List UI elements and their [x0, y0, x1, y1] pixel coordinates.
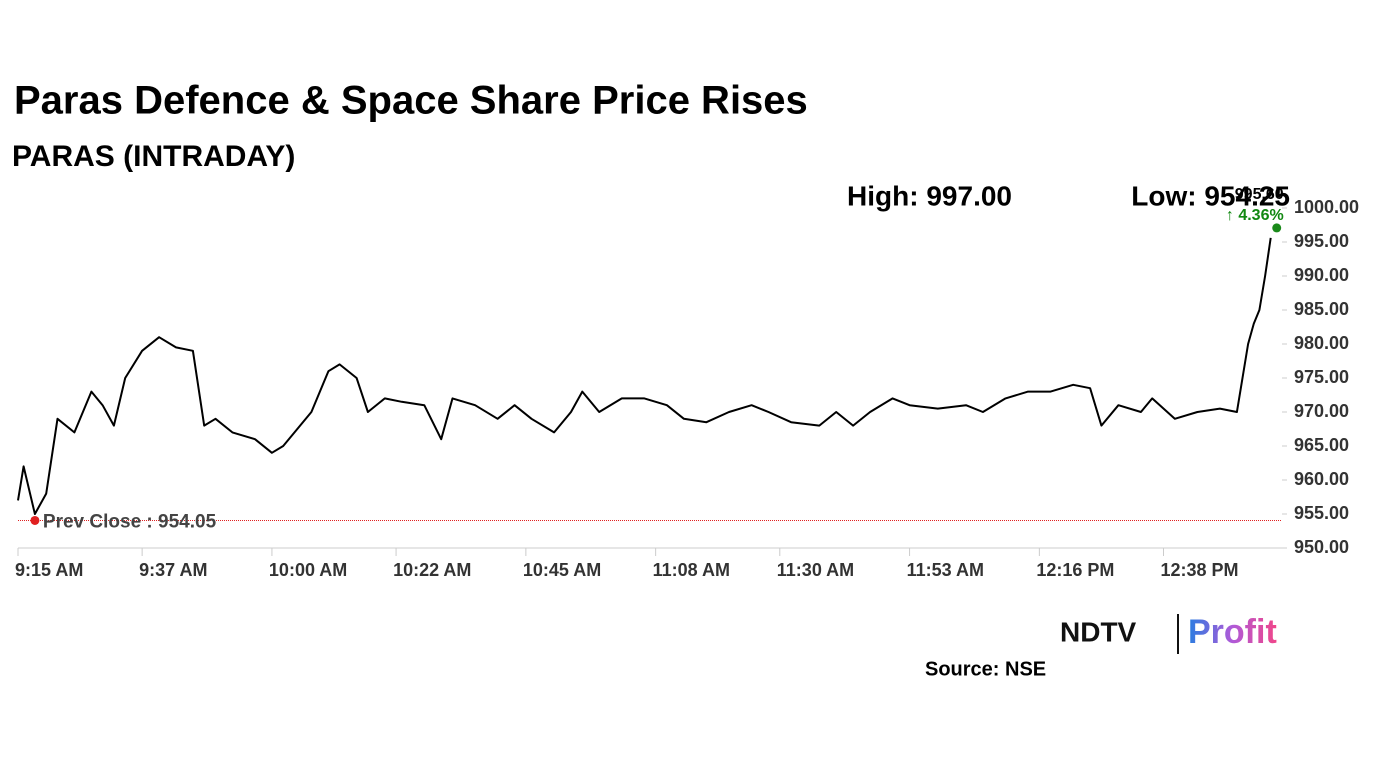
y-tick-label: 990.00	[1294, 265, 1349, 285]
source: Source: NSE	[925, 658, 1046, 680]
low-stat: Low: 954.25	[1131, 180, 1290, 211]
y-tick-label: 995.00	[1294, 231, 1349, 251]
prev-close-label: Prev Close : 954.05	[43, 511, 217, 532]
x-tick-label: 9:37 AM	[139, 560, 207, 580]
x-tick-label: 11:30 AM	[777, 560, 854, 580]
y-tick-label: 975.00	[1294, 367, 1349, 387]
price-line	[17, 237, 1272, 515]
high-stat: High: 997.00	[847, 180, 1012, 211]
y-tick-label: 965.00	[1294, 435, 1349, 455]
y-tick-label: 970.00	[1294, 401, 1349, 421]
x-tick-label: 9:15 AM	[15, 560, 83, 580]
last-price-label: 995.60	[1235, 186, 1284, 203]
logo-profit: Profit	[1188, 613, 1277, 651]
y-tick-label: 1000.00	[1294, 197, 1359, 217]
logo-ndtv: NDTV	[1060, 616, 1137, 647]
chart-title: Paras Defence & Space Share Price Rises	[14, 79, 808, 123]
x-tick-label: 12:16 PM	[1036, 560, 1114, 580]
last-marker	[1272, 223, 1282, 233]
x-tick-label: 11:53 AM	[907, 560, 984, 580]
x-tick-label: 10:22 AM	[393, 560, 471, 580]
chart-subtitle: PARAS (INTRADAY)	[12, 140, 295, 173]
prev-close-dot	[30, 515, 40, 525]
x-tick-label: 10:45 AM	[523, 560, 601, 580]
y-tick-label: 980.00	[1294, 333, 1349, 353]
y-tick-label: 960.00	[1294, 469, 1349, 489]
change-label: ↑ 4.36%	[1226, 207, 1284, 224]
y-tick-label: 985.00	[1294, 299, 1349, 319]
x-tick-label: 10:00 AM	[269, 560, 347, 580]
y-tick-label: 955.00	[1294, 503, 1349, 523]
x-tick-label: 11:08 AM	[653, 560, 730, 580]
y-tick-label: 950.00	[1294, 537, 1349, 557]
x-tick-label: 12:38 PM	[1161, 560, 1239, 580]
